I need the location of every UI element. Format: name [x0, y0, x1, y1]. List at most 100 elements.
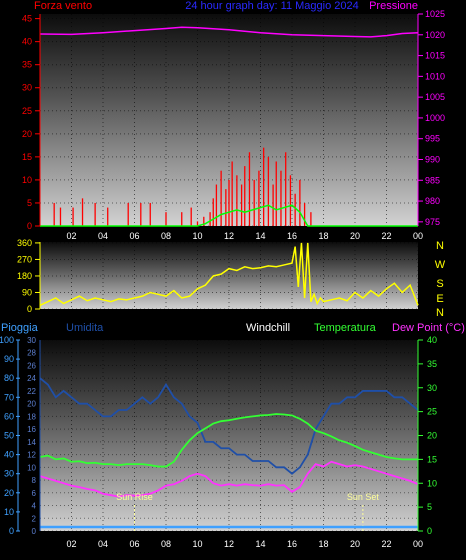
temp-tick-label: 20 [427, 431, 437, 441]
wind-tick-label: 20 [22, 129, 32, 139]
humidity-tick-label: 14 [27, 438, 36, 447]
rain-tick-label: 100 [0, 335, 14, 345]
humidity-tick-label: 4 [32, 502, 37, 511]
x-tick-label-top: 12 [224, 231, 234, 241]
rain-tick-label: 50 [4, 431, 14, 441]
x-tick-label-bottom: 20 [350, 539, 360, 549]
wind-tick-label: 10 [22, 175, 32, 185]
x-tick-label-bottom: 10 [192, 539, 202, 549]
wind-axis-title: Forza vento [34, 0, 92, 12]
pressure-tick-label: 1020 [425, 30, 445, 40]
pressure-tick-label: 1010 [425, 71, 445, 81]
x-tick-label-bottom: 04 [98, 539, 108, 549]
sun-marker-label: Sun Set [347, 492, 380, 502]
x-tick-label-bottom: 06 [129, 539, 139, 549]
rain-tick-label: 60 [4, 411, 14, 421]
pressure-tick-label: 975 [425, 217, 440, 227]
wind-tick-label: 5 [27, 198, 32, 208]
x-tick-label-bottom: 16 [287, 539, 297, 549]
marks-layer [39, 26, 419, 531]
x-tick-label-bottom: 02 [66, 539, 76, 549]
x-tick-label-top: 10 [192, 231, 202, 241]
x-tick-label-bottom: 22 [381, 539, 391, 549]
humidity-tick-label: 30 [27, 336, 36, 345]
x-tick-label-bottom: 00 [413, 539, 423, 549]
x-tick-label-top: 06 [129, 231, 139, 241]
compass-label: N [436, 240, 444, 252]
direction-tick-label: 360 [17, 238, 32, 248]
temp-tick-label: 30 [427, 383, 437, 393]
humidity-axis-title: Umidita [66, 322, 104, 334]
temp-tick-label: 10 [427, 478, 437, 488]
x-tick-label-top: 04 [98, 231, 108, 241]
direction-tick-label: 180 [17, 271, 32, 281]
pressure-tick-label: 995 [425, 134, 440, 144]
sun-marker-label: Sun Rise [116, 492, 153, 502]
wind-tick-label: 30 [22, 83, 32, 93]
humidity-tick-label: 18 [27, 412, 36, 421]
wind-tick-label: 40 [22, 37, 32, 47]
pressure-tick-label: 1015 [425, 51, 445, 61]
x-tick-label-top: 00 [413, 231, 423, 241]
wind-tick-label: 25 [22, 106, 32, 116]
temperature-line [39, 413, 418, 468]
x-tick-label-bottom: 14 [255, 539, 265, 549]
humidity-tick-label: 24 [27, 374, 36, 383]
humidity-tick-label: 22 [27, 387, 36, 396]
direction-plot-area [40, 242, 418, 309]
rain-tick-label: 80 [4, 373, 14, 383]
humidity-tick-label: 0 [32, 527, 37, 536]
temp-tick-label: 15 [427, 454, 437, 464]
pressure-tick-label: 980 [425, 196, 440, 206]
x-tick-label-top: 08 [161, 231, 171, 241]
pressure-tick-label: 1000 [425, 113, 445, 123]
axes-layer: 0202040406060808101012121414161618182020… [0, 9, 446, 549]
x-tick-label-bottom: 12 [224, 539, 234, 549]
x-tick-label-top: 22 [381, 231, 391, 241]
temp-tick-label: 40 [427, 335, 437, 345]
humidity-tick-label: 12 [27, 451, 36, 460]
x-tick-label-top: 20 [350, 231, 360, 241]
wind-direction-line [39, 242, 419, 307]
rain-tick-label: 90 [4, 354, 14, 364]
compass-label: N [436, 307, 444, 319]
direction-tick-label: 90 [22, 287, 32, 297]
humidity-tick-label: 2 [32, 514, 37, 523]
wind-tick-label: 15 [22, 152, 32, 162]
gust-line [40, 204, 418, 227]
compass-label: E [436, 293, 443, 305]
dewpoint-legend: Dew Point (°C) [392, 322, 465, 334]
compass-label: W [435, 259, 446, 271]
x-tick-label-top: 02 [66, 231, 76, 241]
pressure-tick-label: 990 [425, 154, 440, 164]
humidity-tick-label: 26 [27, 361, 36, 370]
temp-tick-label: 5 [427, 502, 432, 512]
x-tick-label-top: 18 [318, 231, 328, 241]
humidity-tick-label: 8 [32, 476, 37, 485]
rain-tick-label: 20 [4, 488, 14, 498]
rain-tick-label: 70 [4, 392, 14, 402]
rain-tick-label: 10 [4, 507, 14, 517]
dewpoint-line [39, 460, 419, 498]
pressure-tick-label: 1025 [425, 9, 445, 19]
direction-tick-label: 270 [17, 254, 32, 264]
rain-tick-label: 30 [4, 469, 14, 479]
x-tick-label-bottom: 08 [161, 539, 171, 549]
compass-label: S [436, 278, 443, 290]
x-tick-label-bottom: 18 [318, 539, 328, 549]
chart-title: 24 hour graph day: 11 Maggio 2024 [185, 0, 358, 12]
x-tick-label-top: 14 [255, 231, 265, 241]
humidity-tick-label: 6 [32, 489, 37, 498]
direction-tick-label: 0 [27, 304, 32, 314]
temp-tick-label: 35 [427, 359, 437, 369]
pressure-tick-label: 985 [425, 175, 440, 185]
temp-tick-label: 0 [427, 526, 432, 536]
humidity-tick-label: 10 [27, 463, 36, 472]
rain-tick-label: 0 [9, 526, 14, 536]
x-tick-label-top: 16 [287, 231, 297, 241]
rain-axis-title: Pioggia [1, 322, 39, 334]
humidity-line [39, 377, 419, 475]
temp-tick-label: 25 [427, 407, 437, 417]
pressure-axis-title: Pressione [369, 0, 418, 12]
